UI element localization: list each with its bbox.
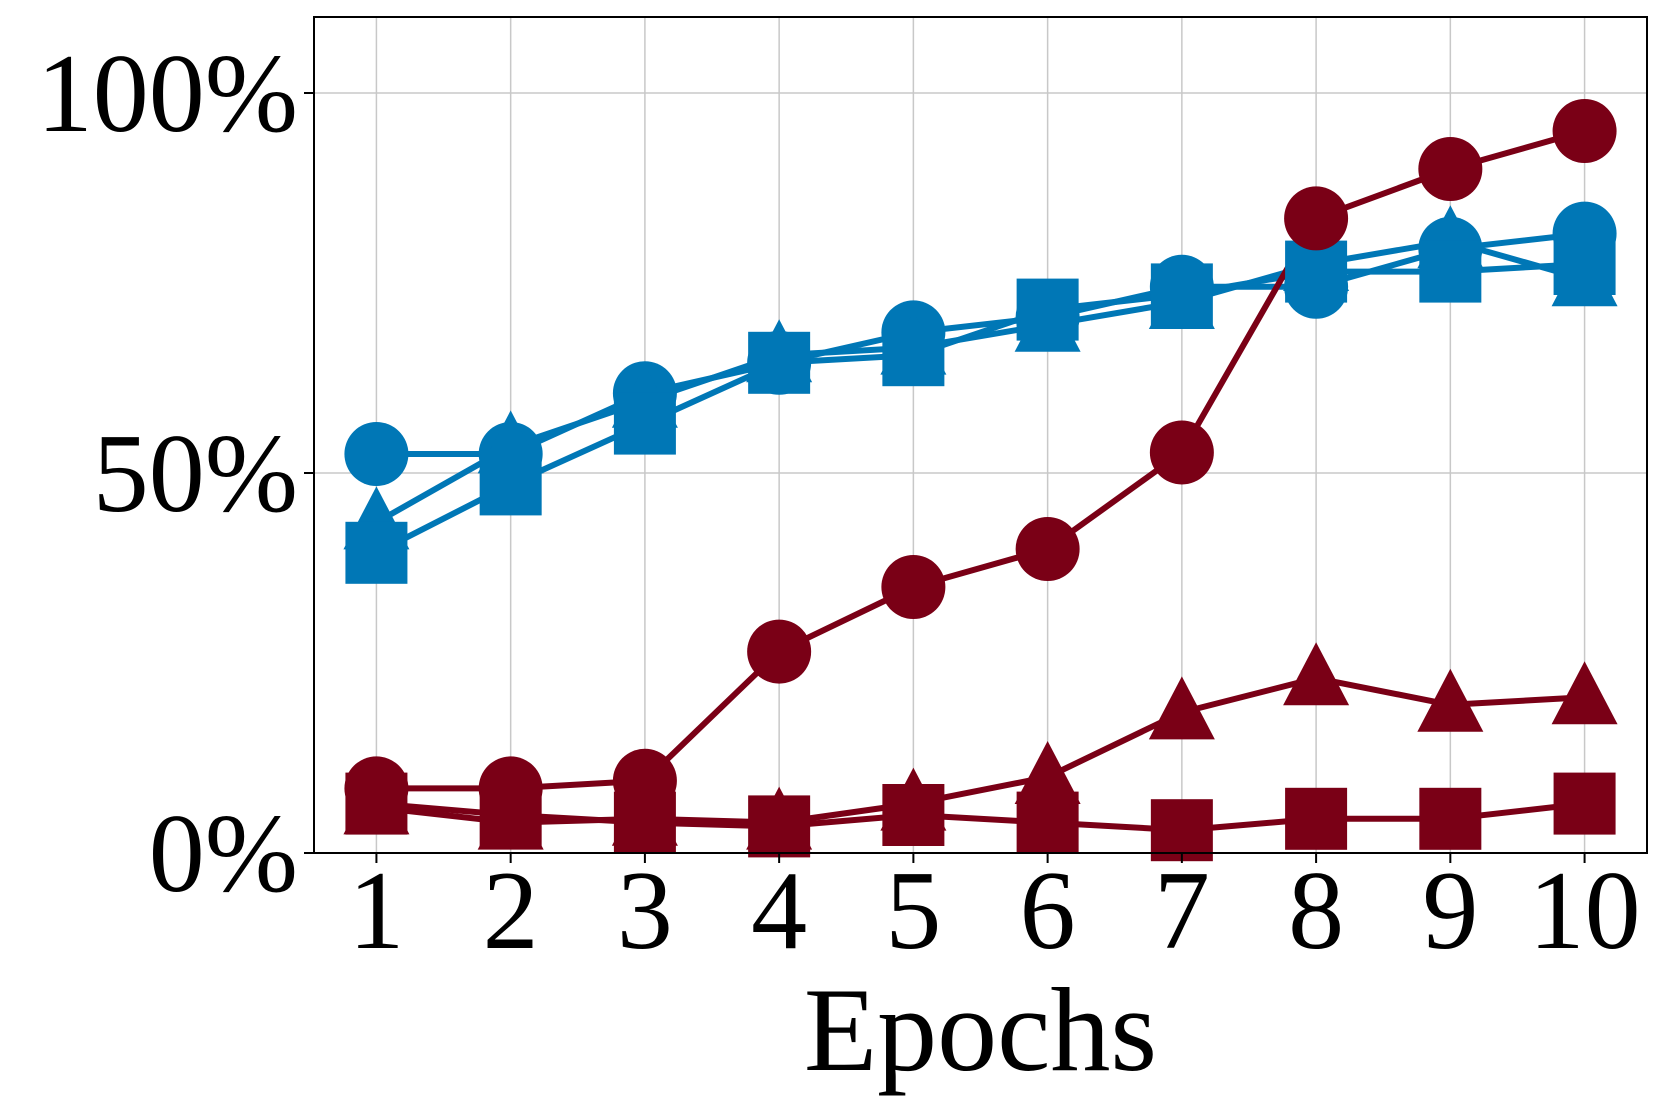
x-tick-label: 4 bbox=[751, 849, 807, 973]
series-3-point-3 bbox=[613, 392, 676, 455]
y-tick-label: 100% bbox=[37, 32, 298, 156]
series-6-point-3 bbox=[613, 791, 676, 854]
series-6-point-2 bbox=[479, 784, 542, 846]
x-tick-label: 2 bbox=[483, 849, 539, 973]
series-4-point-10 bbox=[1552, 99, 1617, 163]
series-5-point-10 bbox=[1551, 661, 1618, 725]
series-3-point-2 bbox=[479, 453, 542, 516]
series-6-point-1 bbox=[345, 772, 408, 835]
series-4-point-6 bbox=[1015, 517, 1080, 581]
x-tick-label: 10 bbox=[1529, 849, 1641, 973]
series-6-point-9 bbox=[1419, 787, 1482, 850]
x-tick-label: 7 bbox=[1154, 849, 1210, 973]
series-5-point-6 bbox=[1014, 741, 1081, 804]
series-5-point-7 bbox=[1148, 676, 1215, 740]
y-tick-label: 50% bbox=[93, 412, 298, 536]
x-tick-label: 5 bbox=[885, 849, 941, 973]
series-6-point-5 bbox=[882, 784, 945, 846]
series-6-point-7 bbox=[1150, 799, 1213, 862]
x-tick-label: 3 bbox=[617, 849, 673, 973]
series-5-point-8 bbox=[1283, 642, 1350, 706]
y-axis-ticks: 0% 50% 100% bbox=[37, 32, 314, 916]
plot-frame bbox=[313, 16, 1648, 854]
series-6-point-6 bbox=[1016, 791, 1079, 854]
series-line-4 bbox=[376, 128, 1586, 792]
series-3-point-6 bbox=[1016, 278, 1079, 341]
series-lines bbox=[374, 128, 1586, 834]
series-3-point-1 bbox=[345, 521, 408, 584]
y-tick-label: 0% bbox=[149, 792, 298, 916]
series-3-point-4 bbox=[748, 331, 811, 394]
series-markers bbox=[343, 99, 1618, 862]
series-4-point-7 bbox=[1149, 420, 1214, 485]
series-3-point-8 bbox=[1285, 240, 1348, 303]
series-3-point-10 bbox=[1553, 233, 1616, 295]
series-1-point-1 bbox=[344, 422, 409, 486]
series-5-point-9 bbox=[1417, 668, 1484, 732]
x-tick-label: 9 bbox=[1422, 849, 1478, 973]
series-6-point-4 bbox=[748, 795, 811, 858]
x-tick-label: 1 bbox=[348, 849, 404, 973]
series-6-point-8 bbox=[1285, 787, 1348, 850]
series-line-5 bbox=[376, 675, 1585, 826]
series-3-point-7 bbox=[1150, 263, 1213, 326]
x-axis-ticks: 1 2 3 4 5 6 7 8 9 10 bbox=[348, 849, 1640, 973]
series-line-6 bbox=[376, 800, 1585, 834]
x-axis-label: Epochs bbox=[804, 963, 1157, 1096]
series-line-1 bbox=[376, 230, 1585, 457]
series-line-3 bbox=[375, 261, 1585, 556]
series-6-point-10 bbox=[1553, 772, 1616, 835]
series-3-point-9 bbox=[1419, 240, 1482, 303]
x-tick-label: 6 bbox=[1020, 849, 1076, 973]
series-4-point-5 bbox=[881, 555, 946, 619]
series-line-2 bbox=[374, 238, 1586, 526]
x-tick-label: 8 bbox=[1288, 849, 1344, 973]
series-3-point-5 bbox=[882, 324, 945, 387]
series-4-point-8 bbox=[1284, 186, 1349, 251]
series-4-point-9 bbox=[1418, 137, 1483, 201]
series-4-point-4 bbox=[747, 619, 812, 684]
